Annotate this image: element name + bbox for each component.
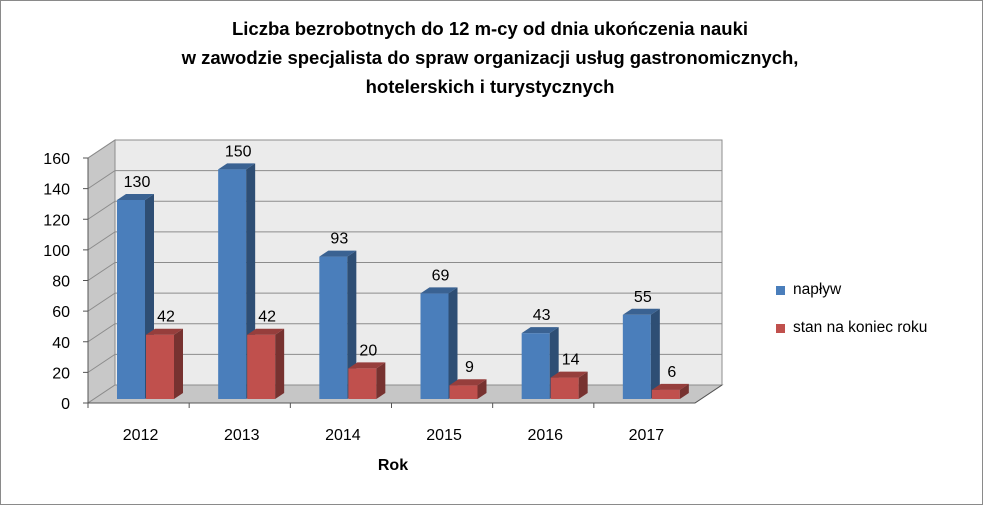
bar-top [218, 163, 256, 170]
bar-top [319, 250, 357, 257]
bar [622, 308, 660, 399]
chart-title-line-2: w zawodzie specjalista do spraw organiza… [181, 47, 799, 68]
data-labels: 130 42 150 42 93 20 69 9 43 14 55 6 [124, 143, 677, 381]
bar-front [146, 334, 174, 399]
data-label: 20 [359, 342, 377, 359]
bar-top [420, 287, 458, 294]
y-tick-label: 100 [43, 243, 70, 260]
legend-label-series-1: napływ [793, 281, 842, 298]
x-tick-label: 2016 [527, 427, 563, 444]
bar-top [651, 383, 689, 390]
data-label: 55 [634, 289, 652, 306]
x-tick-label: 2014 [325, 427, 361, 444]
gridlines [87, 139, 722, 373]
bar [247, 328, 285, 399]
data-label: 150 [225, 143, 252, 160]
bar [550, 371, 588, 399]
bar [449, 379, 487, 399]
y-tick-label: 60 [52, 304, 70, 321]
data-label: 14 [562, 352, 580, 369]
gridline [87, 231, 722, 251]
bar-side [650, 308, 660, 399]
bar-top [146, 328, 183, 335]
legend-swatch-series-2 [776, 323, 785, 333]
legend-item-series-1: napływ [776, 280, 927, 300]
x-axis-depth-line [694, 384, 723, 404]
legend-item-series-2: stan na koniec roku [776, 318, 927, 338]
gridline [87, 170, 722, 190]
gridline [87, 262, 722, 281]
data-label: 69 [432, 267, 450, 284]
bar-side [275, 328, 285, 399]
bar-top [550, 371, 588, 378]
bar-top [449, 379, 487, 386]
bars [117, 163, 689, 399]
gridline [87, 323, 722, 343]
legend-swatch-series-1 [776, 285, 785, 295]
gridline [87, 353, 722, 373]
bar-front [550, 377, 579, 399]
bar-front [449, 385, 478, 399]
y-tick-label: 80 [52, 274, 70, 291]
bar-front [651, 389, 680, 399]
bar-top [348, 362, 386, 369]
bar [146, 328, 183, 399]
gridline [87, 292, 722, 312]
bar [319, 250, 357, 399]
y-tick-label: 160 [43, 151, 70, 168]
bar-front [218, 169, 247, 399]
bar-side [347, 250, 357, 399]
bar-front [247, 334, 276, 399]
y-tick-label: 120 [43, 212, 70, 229]
y-tick-label: 140 [43, 182, 70, 199]
bar-top [521, 327, 559, 334]
chart-title: Liczba bezrobotnych do 12 m-cy od dnia u… [90, 14, 890, 101]
bar-top [622, 308, 660, 315]
bar-front [521, 333, 550, 399]
chart-title-line-3: hotelerskich i turystycznych [365, 76, 615, 97]
bar-front [622, 314, 651, 399]
bar-side [679, 383, 689, 399]
bar [651, 383, 689, 399]
bar-front [117, 199, 145, 399]
chart-title-line-1: Liczba bezrobotnych do 12 m-cy od dnia u… [231, 18, 749, 39]
x-tick-label: 2015 [426, 427, 462, 444]
bar-top [247, 328, 285, 335]
bar [348, 362, 386, 399]
y-tick-label: 0 [61, 396, 70, 413]
bar-side [174, 328, 183, 399]
x-tick-label: 2017 [629, 427, 665, 444]
data-label: 43 [533, 307, 551, 324]
y-tick-label: 20 [52, 365, 70, 382]
bar-side [448, 287, 458, 399]
x-axis-title: Rok [378, 457, 408, 474]
y-tick-label: 40 [52, 335, 70, 352]
x-axis: 2012 2013 2014 2015 2016 2017 [87, 384, 723, 444]
bar-front [348, 368, 377, 399]
y-axis: 0 20 40 60 80 100 120 140 160 [43, 151, 89, 413]
bar-top [117, 193, 154, 200]
bar-side [477, 379, 487, 399]
data-label: 42 [157, 309, 175, 326]
data-label: 42 [258, 309, 276, 326]
x-tick-label: 2013 [224, 427, 260, 444]
bar [420, 287, 458, 399]
legend-label-series-2: stan na koniec roku [793, 319, 928, 336]
data-label: 6 [667, 364, 676, 381]
data-label: 93 [330, 231, 348, 248]
legend: napływ stan na koniec roku [776, 280, 927, 356]
bar-front [420, 293, 449, 399]
x-tick-label: 2012 [123, 427, 159, 444]
data-label: 130 [124, 174, 151, 191]
bar-front [319, 256, 348, 399]
bar-side [376, 362, 386, 399]
bar-side [578, 371, 588, 399]
gridline [87, 139, 722, 159]
data-label: 9 [465, 359, 474, 376]
gridline [87, 200, 722, 220]
